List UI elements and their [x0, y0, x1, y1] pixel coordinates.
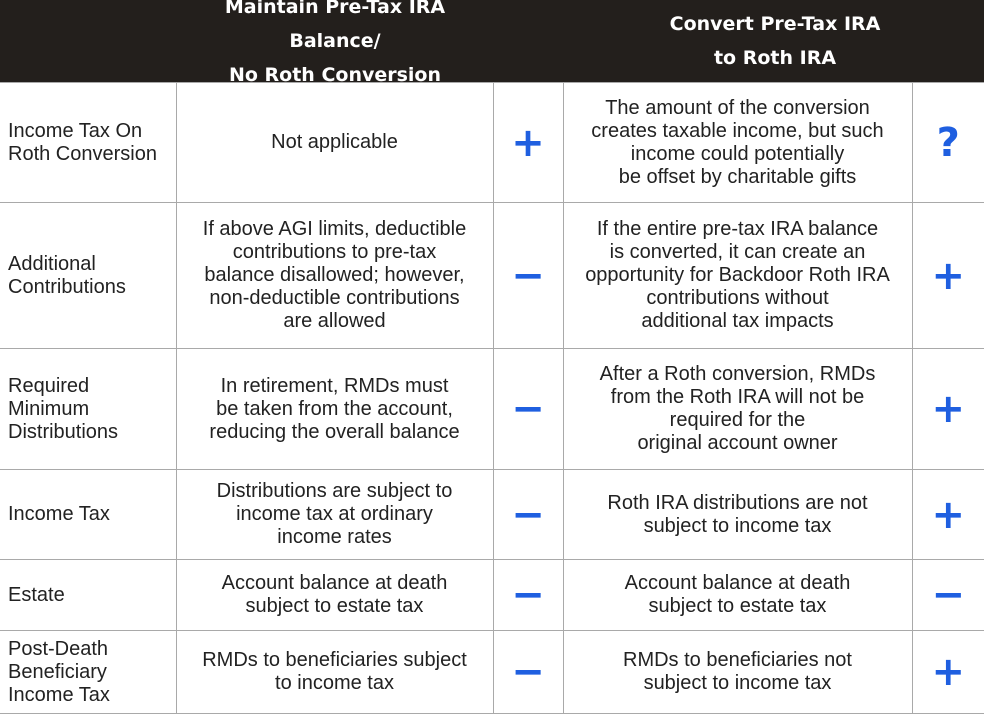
minus-icon: − [492, 559, 564, 631]
keep-pretax-text: In retirement, RMDs must be taken from t… [175, 348, 494, 470]
minus-icon: − [492, 469, 564, 560]
convert-roth-text: The amount of the conversion creates tax… [562, 82, 913, 203]
row-label: Income Tax On Roth Conversion [0, 82, 177, 203]
keep-pretax-text: RMDs to beneficiaries subject to income … [175, 630, 494, 714]
header-convert-roth: Convert Pre-Tax IRA to Roth IRA [669, 13, 881, 69]
minus-icon: − [492, 348, 564, 470]
plus-icon: + [911, 630, 984, 714]
minus-icon: − [492, 630, 564, 714]
keep-pretax-text: If above AGI limits, deductible contribu… [175, 202, 494, 349]
plus-icon: + [911, 469, 984, 560]
plus-icon: + [911, 202, 984, 349]
row-label: Additional Contributions [0, 202, 177, 349]
minus-icon: − [911, 559, 984, 631]
header-keep-pretax: Maintain Pre-Tax IRA Balance/ No Roth Co… [224, 0, 446, 86]
table-row: Required Minimum Distributions In retire… [0, 348, 984, 470]
row-label: Post-Death Beneficiary Income Tax [0, 630, 177, 714]
table-row: Post-Death Beneficiary Income Tax RMDs t… [0, 630, 984, 714]
convert-roth-text: RMDs to beneficiaries not subject to inc… [562, 630, 913, 714]
plus-icon: + [492, 82, 564, 203]
table-row: Estate Account balance at death subject … [0, 559, 984, 631]
row-label: Income Tax [0, 469, 177, 560]
plus-icon: + [911, 348, 984, 470]
row-label: Estate [0, 559, 177, 631]
table-row: Income Tax On Roth Conversion Not applic… [0, 82, 984, 203]
table-row: Income Tax Distributions are subject to … [0, 469, 984, 560]
minus-icon: − [492, 202, 564, 349]
convert-roth-text: Account balance at death subject to esta… [562, 559, 913, 631]
keep-pretax-text: Distributions are subject to income tax … [175, 469, 494, 560]
table-row: Additional Contributions If above AGI li… [0, 202, 984, 349]
row-label: Required Minimum Distributions [0, 348, 177, 470]
keep-pretax-text: Account balance at death subject to esta… [175, 559, 494, 631]
keep-pretax-text: Not applicable [175, 82, 494, 203]
convert-roth-text: If the entire pre-tax IRA balance is con… [562, 202, 913, 349]
comparison-table: Income Tax On Roth Conversion Not applic… [0, 82, 984, 714]
header-bar: Maintain Pre-Tax IRA Balance/ No Roth Co… [0, 0, 984, 86]
convert-roth-text: Roth IRA distributions are not subject t… [562, 469, 913, 560]
question-icon: ? [911, 82, 984, 203]
convert-roth-text: After a Roth conversion, RMDs from the R… [562, 348, 913, 470]
